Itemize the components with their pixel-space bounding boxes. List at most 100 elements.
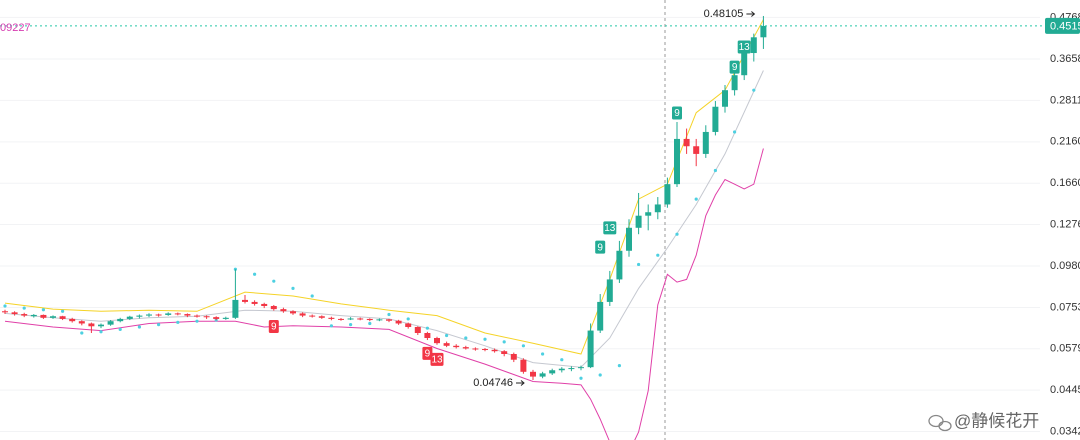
y-tick-label: 0.1276	[1050, 218, 1080, 230]
y-tick-label: 0.3658	[1050, 53, 1080, 65]
candle-body	[299, 313, 306, 316]
td-label-box	[430, 352, 444, 366]
sar-dot	[253, 272, 257, 276]
sar-dot	[483, 337, 487, 341]
candle-body	[482, 349, 488, 351]
candle-body	[270, 305, 277, 310]
candle-body	[597, 301, 604, 331]
candle-body	[280, 309, 287, 312]
candle-body	[242, 299, 248, 302]
candle-body	[21, 314, 28, 316]
td-label: 13	[739, 42, 751, 53]
sar-dot	[502, 340, 506, 344]
sar-dot	[329, 324, 333, 328]
td-label: 9	[732, 62, 738, 73]
candle-body	[760, 25, 767, 38]
td-label: 13	[431, 355, 443, 366]
candle-body	[549, 370, 556, 374]
arrow	[746, 11, 756, 17]
sar-dot	[137, 325, 141, 329]
candle-body	[357, 318, 364, 320]
plot-area	[2, 15, 767, 440]
candle-body	[712, 106, 719, 132]
candle-body	[328, 317, 335, 319]
candle-body	[232, 299, 239, 318]
candle-body	[654, 204, 661, 213]
sar-dot	[464, 336, 468, 340]
y-tick-label: 0.0753	[1050, 301, 1080, 313]
candle-body	[578, 367, 584, 369]
td-label-box	[737, 40, 751, 54]
sar-dot	[425, 326, 429, 330]
sar-dot	[291, 286, 295, 291]
sar-dot	[560, 358, 564, 362]
td-label-box	[672, 106, 682, 120]
sar-dot	[598, 373, 602, 377]
candle-body	[386, 319, 392, 321]
candle-body	[366, 318, 373, 321]
candle-body	[750, 37, 757, 54]
low-label: 0.04746	[473, 377, 513, 389]
sar-dot	[99, 330, 103, 334]
sar-dot	[733, 130, 737, 134]
sar-dot	[349, 323, 353, 327]
td-label-box	[268, 320, 279, 334]
candle-body	[203, 316, 210, 318]
td-label: 9	[271, 322, 277, 333]
price-label: 0.4515	[1050, 20, 1080, 32]
sar-dot	[541, 352, 545, 356]
sar-dot	[61, 309, 65, 313]
candle-body	[251, 301, 258, 304]
sar-dot	[22, 306, 26, 310]
candle-body	[136, 315, 143, 317]
candle-body	[501, 351, 508, 354]
sar-dot	[157, 323, 161, 327]
indicator-line	[4, 148, 764, 440]
candle-body	[587, 330, 594, 368]
candle-body	[2, 311, 8, 313]
td-label: 9	[597, 242, 603, 253]
candle-body	[376, 319, 383, 321]
candle-body	[462, 347, 469, 349]
candle-body	[405, 323, 412, 327]
candle-body	[50, 316, 56, 318]
td-label: 13	[604, 223, 616, 234]
sar-dot	[675, 232, 679, 236]
sar-dot	[445, 333, 449, 338]
candle-body	[59, 316, 66, 319]
candle-body	[40, 314, 47, 318]
candle-body	[568, 368, 575, 370]
watermark: @静候花开	[954, 411, 1039, 430]
candle-body	[693, 146, 700, 154]
candle-body	[194, 315, 200, 317]
candle-body	[107, 321, 114, 325]
sar-dot	[387, 312, 391, 317]
candle-body	[213, 317, 220, 319]
candle-body	[491, 349, 498, 352]
candle-body	[126, 316, 133, 319]
y-tick-label: 0.0445	[1050, 384, 1080, 396]
candle-body	[453, 345, 460, 348]
candle-body	[645, 212, 652, 216]
candle-body	[174, 313, 181, 315]
candle-body	[520, 359, 527, 372]
candle-body	[184, 314, 191, 316]
sar-dot	[617, 364, 622, 368]
candle-body	[539, 373, 546, 377]
candle-body	[30, 314, 37, 317]
td-label-box	[729, 60, 740, 74]
y-tick-label: 0.0579	[1050, 343, 1080, 355]
candle-body	[731, 75, 738, 91]
candle-body	[635, 215, 642, 228]
candle-body	[309, 315, 316, 317]
indicator-line	[4, 70, 764, 368]
candle-body	[424, 333, 431, 338]
sar-dot	[656, 253, 660, 257]
sar-dot	[406, 317, 410, 321]
candle-body	[11, 312, 18, 315]
sar-dot	[310, 294, 314, 298]
sar-dot	[752, 88, 756, 92]
candle-body	[558, 368, 565, 371]
